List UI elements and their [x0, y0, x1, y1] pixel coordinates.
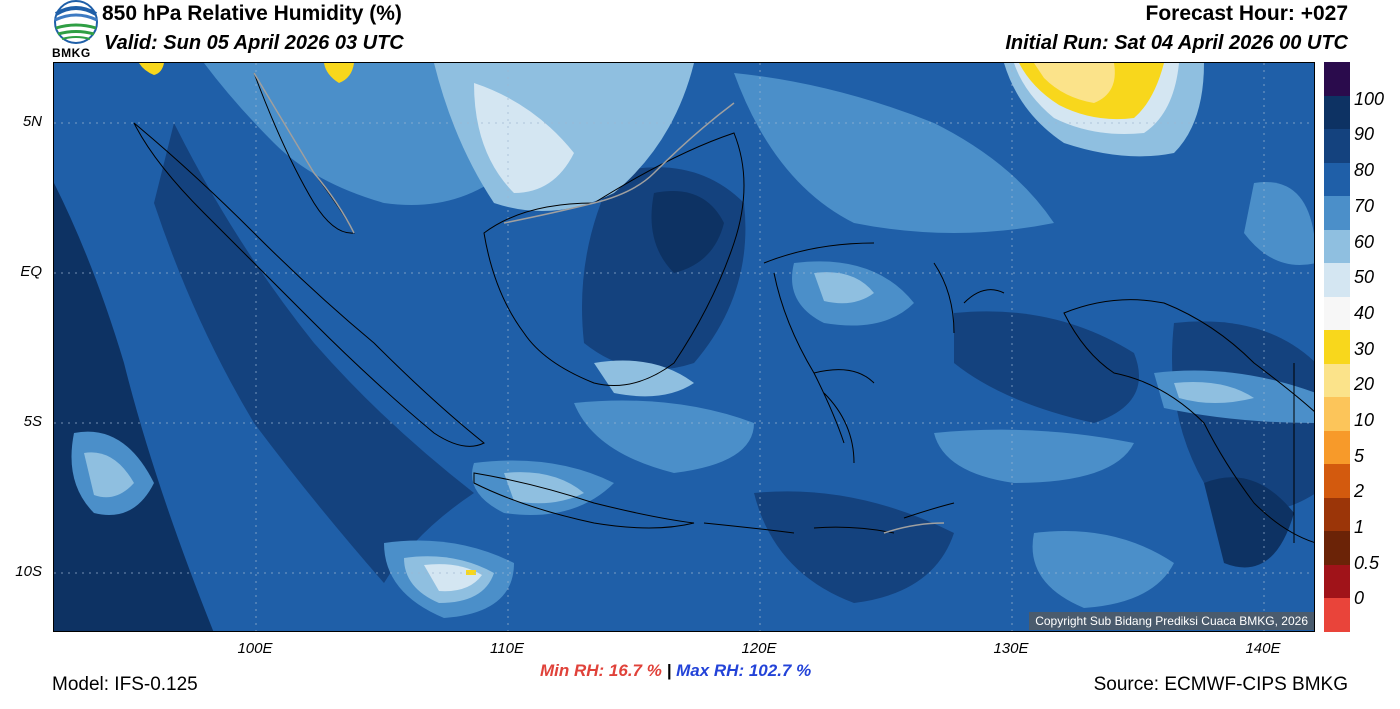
colorbar-swatch [1324, 464, 1350, 499]
colorbar-label: 80 [1354, 160, 1375, 180]
colorbar-label: 20 [1354, 374, 1375, 394]
colorbar-label: 1 [1354, 517, 1365, 537]
map-title: 850 hPa Relative Humidity (%) [102, 2, 402, 25]
bmkg-logo-icon [54, 0, 98, 44]
forecast-hour: Forecast Hour: +027 [1145, 2, 1349, 25]
colorbar-label: 0 [1354, 588, 1365, 608]
colorbar-swatch [1324, 397, 1350, 432]
colorbar-label: 40 [1354, 303, 1375, 323]
colorbar-swatch [1324, 162, 1350, 197]
colorbar-label: 100 [1354, 89, 1385, 109]
lon-label-100e: 100E [237, 640, 273, 657]
colorbar-label: 60 [1354, 232, 1375, 252]
colorbar-swatch [1324, 531, 1350, 566]
valid-time: Valid: Sun 05 April 2026 03 UTC [104, 32, 404, 54]
colorbar-swatch [1324, 598, 1350, 633]
colorbar-label: 5 [1354, 446, 1365, 466]
lat-label-5s: 5S [23, 413, 42, 430]
lon-label-120e: 120E [741, 640, 777, 657]
colorbar-swatch [1324, 129, 1350, 164]
lon-label-110e: 110E [490, 640, 524, 657]
colorbar-label: 90 [1354, 124, 1375, 144]
min-rh: Min RH: 16.7 % [540, 661, 662, 680]
colorbar-swatch [1324, 296, 1350, 331]
lat-label-eq: EQ [20, 263, 42, 280]
colorbar-label: 70 [1354, 196, 1375, 216]
colorbar [1324, 62, 1350, 633]
lon-label-130e: 130E [993, 640, 1029, 657]
colorbar-swatch [1324, 229, 1350, 264]
colorbar-swatch [1324, 263, 1350, 298]
max-rh: Max RH: 102.7 % [676, 661, 812, 680]
colorbar-swatch [1324, 430, 1350, 465]
lat-label-10s: 10S [15, 563, 42, 580]
colorbar-swatch [1324, 196, 1350, 231]
colorbar-label: 2 [1354, 481, 1365, 501]
colorbar-label: 10 [1354, 410, 1375, 430]
copyright-note: Copyright Sub Bidang Prediksi Cuaca BMKG… [1029, 612, 1314, 630]
lon-label-140e: 140E [1245, 640, 1281, 657]
colorbar-swatch [1324, 330, 1350, 365]
humidity-field [54, 63, 1314, 631]
colorbar-swatch [1324, 62, 1350, 97]
colorbar-label: 30 [1354, 339, 1375, 359]
lat-label-5n: 5N [22, 113, 42, 130]
colorbar-label: 0.5 [1354, 553, 1380, 573]
min-max-rh: Min RH: 16.7 % | Max RH: 102.7 % [540, 661, 811, 681]
colorbar-label: 50 [1354, 267, 1375, 287]
logo-text: BMKG [52, 46, 91, 60]
colorbar-swatch [1324, 363, 1350, 398]
colorbar-swatch [1324, 564, 1350, 599]
humidity-map [53, 62, 1315, 632]
colorbar-swatch [1324, 497, 1350, 532]
bmkg-logo: BMKG [50, 0, 102, 62]
model-label: Model: IFS-0.125 [52, 674, 198, 695]
source-label: Source: ECMWF-CIPS BMKG [1093, 674, 1348, 695]
colorbar-swatch [1324, 95, 1350, 130]
initial-run: Initial Run: Sat 04 April 2026 00 UTC [1005, 32, 1348, 54]
minmax-separator: | [666, 661, 672, 680]
